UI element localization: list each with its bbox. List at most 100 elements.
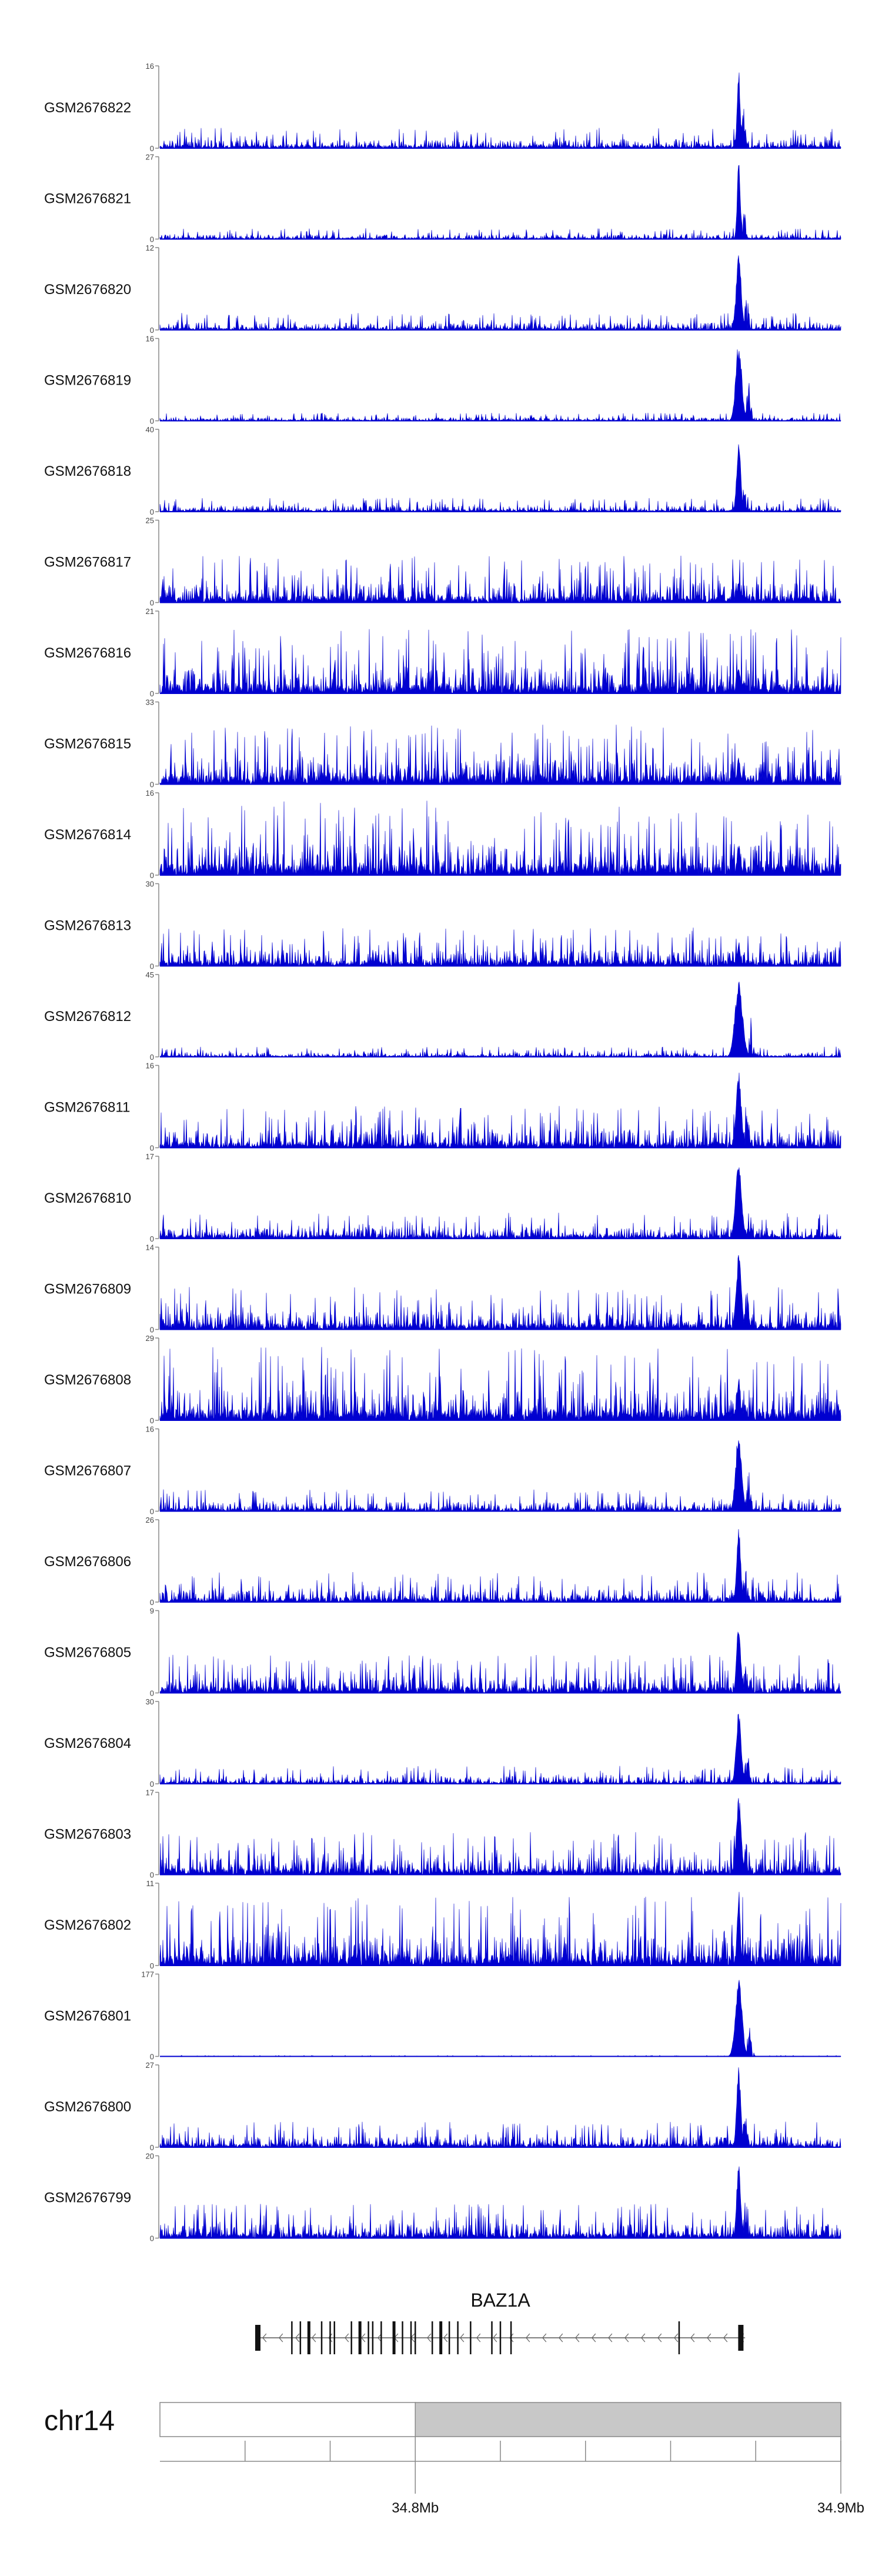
y-max-label: 12	[146, 243, 154, 252]
exon	[402, 2321, 403, 2354]
exon	[380, 2321, 382, 2354]
exon	[415, 2321, 416, 2354]
strand-arrow	[558, 2333, 563, 2343]
strand-arrow	[509, 2333, 514, 2343]
exon	[372, 2321, 374, 2354]
coverage-area	[159, 725, 841, 785]
coverage-area	[159, 165, 841, 240]
track-GSM2676811: GSM2676811 16 0	[44, 1062, 841, 1153]
track-GSM2676819: GSM2676819 16 0	[44, 335, 841, 426]
gene-model: BAZ1A	[255, 2290, 746, 2354]
exon	[738, 2325, 744, 2351]
y-min-label: 0	[150, 1598, 154, 1607]
y-min-label: 0	[150, 1871, 154, 1880]
coverage-area	[159, 1714, 841, 1785]
y-max-label: 33	[146, 698, 154, 707]
y-max-label: 16	[146, 335, 154, 343]
coverage-area	[159, 255, 841, 331]
y-min-label: 0	[150, 2143, 154, 2152]
strand-arrow	[278, 2333, 283, 2343]
exon	[255, 2325, 260, 2351]
coverage-area	[159, 982, 841, 1057]
track-label: GSM2676817	[44, 555, 131, 570]
coverage-area	[159, 2067, 841, 2148]
track-GSM2676799: GSM2676799 20 0	[44, 2152, 841, 2243]
strand-arrow	[262, 2333, 267, 2343]
track-GSM2676805: GSM2676805 9 0	[44, 1607, 841, 1698]
coverage-area	[159, 800, 841, 876]
exon	[368, 2321, 369, 2354]
y-max-label: 11	[146, 1879, 155, 1888]
coverage-area	[159, 1167, 841, 1239]
exon	[510, 2321, 512, 2354]
track-GSM2676820: GSM2676820 12 0	[44, 243, 841, 335]
y-max-label: 21	[146, 607, 154, 616]
track-label: GSM2676808	[44, 1372, 131, 1388]
y-min-label: 0	[150, 1507, 154, 1516]
chromosome-ideogram: chr14 34.8Mb 34.9Mb	[44, 2402, 864, 2516]
track-label: GSM2676805	[44, 1645, 131, 1661]
strand-arrow	[574, 2333, 580, 2343]
track-label: GSM2676806	[44, 1554, 131, 1570]
strand-arrow	[311, 2333, 316, 2343]
track-GSM2676809: GSM2676809 14 0	[44, 1243, 841, 1334]
y-max-label: 30	[146, 1697, 154, 1706]
y-min-label: 0	[150, 417, 154, 426]
strand-arrow	[295, 2333, 300, 2343]
coverage-area	[159, 1072, 841, 1149]
exon	[358, 2321, 362, 2354]
coverage-area	[159, 1254, 841, 1330]
y-min-label: 0	[150, 1780, 154, 1788]
strand-arrow	[360, 2333, 366, 2343]
exon	[333, 2321, 335, 2354]
x-tick-label: 34.9Mb	[817, 2500, 864, 2516]
y-min-label: 0	[150, 1961, 154, 1970]
y-min-label: 0	[150, 1234, 154, 1243]
y-max-label: 26	[146, 1516, 154, 1524]
track-label: GSM2676818	[44, 463, 131, 479]
y-max-label: 29	[146, 1334, 154, 1343]
track-GSM2676806: GSM2676806 26 0	[44, 1516, 841, 1607]
track-GSM2676803: GSM2676803 17 0	[44, 1788, 841, 1880]
y-min-label: 0	[150, 599, 154, 608]
track-label: GSM2676802	[44, 1917, 131, 1933]
coverage-area	[159, 1529, 841, 1603]
track-GSM2676812: GSM2676812 45 0	[44, 970, 841, 1062]
coverage-area	[159, 444, 841, 513]
y-max-label: 16	[146, 1425, 154, 1434]
coverage-area	[159, 1891, 841, 1966]
strand-arrow	[706, 2333, 711, 2343]
exon	[448, 2321, 450, 2354]
strand-arrow	[657, 2333, 662, 2343]
y-max-label: 40	[146, 425, 154, 434]
track-label: GSM2676819	[44, 373, 131, 389]
track-label: GSM2676821	[44, 191, 131, 207]
track-GSM2676802: GSM2676802 11 0	[44, 1879, 841, 1970]
track-GSM2676818: GSM2676818 40 0	[44, 425, 841, 516]
coverage-area	[159, 1440, 841, 1512]
y-min-label: 0	[150, 508, 154, 516]
exon	[320, 2321, 323, 2354]
y-min-label: 0	[150, 871, 154, 880]
y-max-label: 17	[146, 1788, 154, 1797]
track-GSM2676822: GSM2676822 16 0	[44, 62, 841, 153]
gene-name: BAZ1A	[470, 2290, 530, 2311]
coverage-area	[159, 555, 841, 603]
coverage-area	[159, 2166, 841, 2239]
y-min-label: 0	[150, 962, 154, 971]
track-label: GSM2676814	[44, 827, 131, 843]
track-GSM2676804: GSM2676804 30 0	[44, 1697, 841, 1788]
track-label: GSM2676810	[44, 1190, 131, 1206]
track-GSM2676817: GSM2676817 25 0	[44, 516, 841, 608]
track-GSM2676807: GSM2676807 16 0	[44, 1425, 841, 1516]
strand-arrow	[690, 2333, 695, 2343]
track-GSM2676800: GSM2676800 27 0	[44, 2061, 841, 2152]
strand-arrow	[344, 2333, 349, 2343]
track-label: GSM2676822	[44, 100, 131, 116]
track-label: GSM2676813	[44, 918, 131, 934]
exon	[392, 2321, 396, 2354]
track-GSM2676815: GSM2676815 33 0	[44, 698, 841, 789]
exon	[410, 2321, 412, 2354]
track-GSM2676808: GSM2676808 29 0	[44, 1334, 841, 1425]
track-label: GSM2676809	[44, 1282, 131, 1297]
